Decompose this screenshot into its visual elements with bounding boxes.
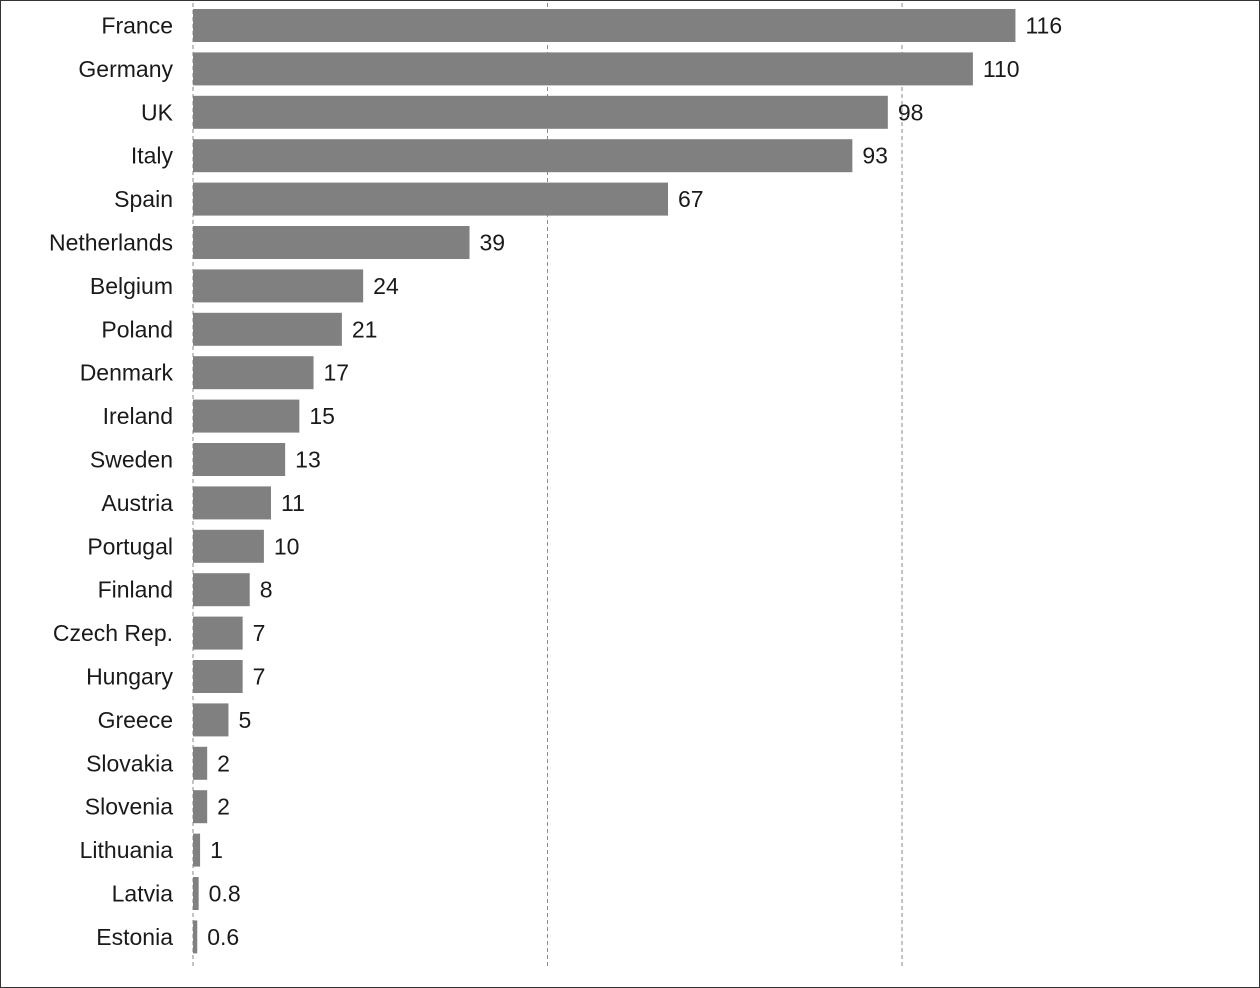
bar-14 xyxy=(193,616,243,650)
bar-12 xyxy=(193,529,264,563)
bar-6 xyxy=(193,269,364,303)
bar-0 xyxy=(193,9,1016,42)
bar-8 xyxy=(193,356,314,390)
value-labels: 116110989367392421171513111087752210.80.… xyxy=(207,13,1062,950)
value-label-15: 7 xyxy=(253,664,266,690)
category-label-18: Slovenia xyxy=(85,794,173,820)
category-label-16: Greece xyxy=(98,707,173,733)
value-label-17: 2 xyxy=(217,750,230,776)
category-label-12: Portugal xyxy=(87,533,173,559)
value-label-14: 7 xyxy=(253,620,266,646)
bar-15 xyxy=(193,660,243,693)
value-label-20: 0.8 xyxy=(209,881,241,907)
category-label-0: France xyxy=(101,13,173,39)
category-label-11: Austria xyxy=(101,490,173,516)
bar-1 xyxy=(193,52,973,86)
value-label-5: 39 xyxy=(480,230,506,256)
value-label-19: 1 xyxy=(210,837,223,863)
value-label-9: 15 xyxy=(309,403,335,429)
category-label-9: Ireland xyxy=(103,403,173,429)
value-label-1: 110 xyxy=(983,56,1020,82)
category-label-21: Estonia xyxy=(96,924,173,950)
category-label-7: Poland xyxy=(101,316,173,342)
bar-13 xyxy=(193,573,250,607)
value-label-3: 93 xyxy=(862,143,888,169)
category-label-14: Czech Rep. xyxy=(53,620,173,646)
category-label-15: Hungary xyxy=(86,664,173,690)
bar-4 xyxy=(193,182,669,216)
category-labels: France Germany UK Italy Spain Netherlands Belg… xyxy=(49,13,174,950)
category-label-13: Finland xyxy=(98,577,173,603)
bar-3 xyxy=(193,139,853,173)
bar-2 xyxy=(193,95,888,129)
bar-18 xyxy=(193,790,208,824)
bar-7 xyxy=(193,312,342,346)
bar-9 xyxy=(193,399,300,433)
bar-20 xyxy=(193,877,199,910)
value-label-2: 98 xyxy=(898,99,924,125)
value-label-6: 24 xyxy=(373,273,399,299)
bar-5 xyxy=(193,226,470,259)
value-label-0: 116 xyxy=(1025,13,1062,39)
bars xyxy=(193,9,1016,954)
bar-21 xyxy=(193,920,198,954)
category-label-5: Netherlands xyxy=(49,230,173,256)
category-label-4: Spain xyxy=(114,186,173,212)
value-label-10: 13 xyxy=(295,447,321,473)
category-label-10: Sweden xyxy=(90,447,173,473)
value-label-7: 21 xyxy=(352,316,378,342)
category-label-8: Denmark xyxy=(80,360,174,386)
bar-16 xyxy=(193,703,229,737)
category-label-3: Italy xyxy=(131,143,174,169)
category-label-6: Belgium xyxy=(90,273,173,299)
bar-11 xyxy=(193,486,271,520)
value-label-13: 8 xyxy=(260,577,273,603)
value-label-18: 2 xyxy=(217,794,230,820)
category-label-19: Lithuania xyxy=(80,837,174,863)
bar-17 xyxy=(193,746,208,780)
value-label-16: 5 xyxy=(238,707,251,733)
category-label-1: Germany xyxy=(78,56,173,82)
bar-10 xyxy=(193,443,286,476)
value-label-11: 11 xyxy=(281,490,305,516)
category-label-2: UK xyxy=(141,99,174,125)
value-label-4: 67 xyxy=(678,186,704,212)
value-label-21: 0.6 xyxy=(207,924,239,950)
category-label-20: Latvia xyxy=(112,881,174,907)
value-label-8: 17 xyxy=(324,360,350,386)
category-label-17: Slovakia xyxy=(86,750,173,776)
value-label-12: 10 xyxy=(274,533,300,559)
bar-19 xyxy=(193,833,201,867)
